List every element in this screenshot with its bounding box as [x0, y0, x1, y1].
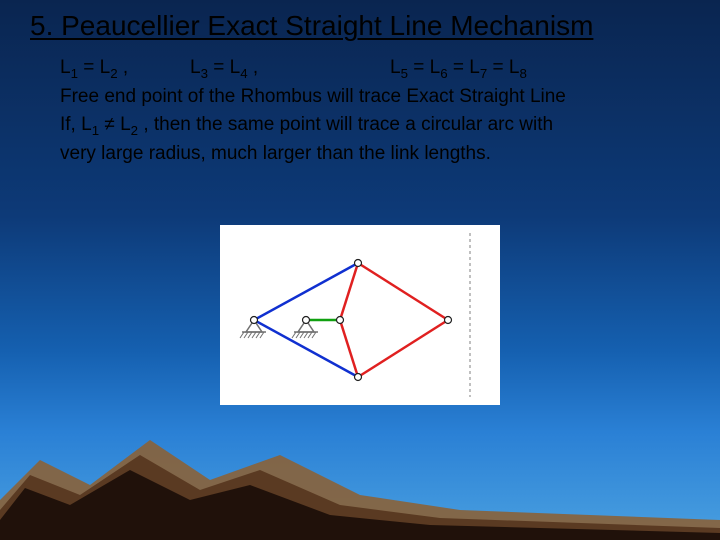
eq-sub: 1 — [71, 66, 78, 81]
body-line-3: If, L1 ≠ L2 , then the same point will t… — [60, 111, 680, 140]
mechanism-diagram — [220, 225, 500, 405]
line3-part: If, L — [60, 114, 92, 135]
slide: 5. Peaucellier Exact Straight Line Mecha… — [0, 0, 720, 540]
eq-text: L — [60, 57, 71, 78]
eq-text: L — [190, 57, 201, 78]
eq-text: = L — [78, 57, 110, 78]
eq-sub: 2 — [110, 66, 117, 81]
eq-text: , — [118, 57, 129, 78]
eq-text: = L — [487, 57, 519, 78]
eq-sub: 6 — [440, 66, 447, 81]
body-text: L1 = L2 , L3 = L4 , L5 = L6 = L7 = L8 Fr… — [0, 46, 720, 167]
line3-part: , then the same point will trace a circu… — [138, 114, 553, 135]
eq-group-1: L1 = L2 , — [60, 54, 190, 83]
eq-sub: 8 — [520, 66, 527, 81]
terrain-graphic — [0, 400, 720, 540]
slide-title: 5. Peaucellier Exact Straight Line Mecha… — [0, 0, 720, 46]
eq-group-3: L5 = L6 = L7 = L8 — [390, 54, 680, 83]
eq-sub: 3 — [201, 66, 208, 81]
line3-sub: 1 — [92, 122, 99, 137]
diagram-svg — [220, 225, 500, 405]
body-line-2: Free end point of the Rhombus will trace… — [60, 83, 680, 111]
eq-text: , — [248, 57, 259, 78]
eq-group-2: L3 = L4 , — [190, 54, 390, 83]
line3-part: ≠ L — [99, 114, 131, 135]
eq-text: L — [390, 57, 401, 78]
line3-sub: 2 — [131, 122, 138, 137]
eq-text: = L — [208, 57, 240, 78]
eq-sub: 4 — [240, 66, 247, 81]
eq-sub: 5 — [401, 66, 408, 81]
eq-text: = L — [448, 57, 480, 78]
equation-line: L1 = L2 , L3 = L4 , L5 = L6 = L7 = L8 — [60, 54, 680, 83]
body-line-4: very large radius, much larger than the … — [60, 140, 680, 168]
eq-text: = L — [408, 57, 440, 78]
